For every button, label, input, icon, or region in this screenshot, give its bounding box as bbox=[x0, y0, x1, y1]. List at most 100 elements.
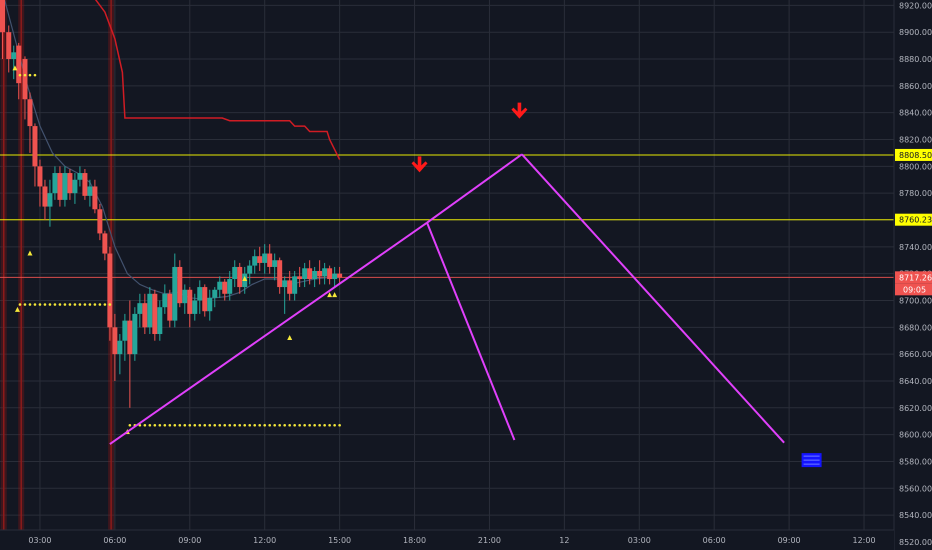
candle-body bbox=[192, 300, 198, 314]
support-dot bbox=[188, 423, 192, 427]
trendline[interactable] bbox=[426, 153, 523, 224]
candle-body bbox=[202, 287, 208, 312]
trail-stop-line bbox=[94, 0, 341, 160]
candle-body bbox=[222, 281, 228, 294]
up-triangle bbox=[242, 276, 248, 282]
support-dot bbox=[33, 303, 37, 306]
x-tick-label: 03:00 bbox=[628, 536, 651, 545]
x-tick-label: 12 bbox=[559, 536, 569, 545]
support-dot bbox=[163, 423, 167, 427]
y-tick-label: 8860.00 bbox=[899, 82, 932, 91]
trendline[interactable] bbox=[426, 222, 516, 441]
x-tick-label: 21:00 bbox=[478, 536, 501, 545]
horizontal-levels[interactable] bbox=[0, 154, 894, 278]
down-arrow-icon[interactable] bbox=[511, 102, 528, 119]
y-tick-label: 8560.00 bbox=[899, 484, 932, 493]
marker-pattern bbox=[803, 455, 820, 465]
support-dot bbox=[238, 423, 242, 427]
support-dot bbox=[278, 423, 281, 427]
support-dot bbox=[33, 73, 37, 77]
candle-body bbox=[122, 320, 128, 341]
support-dot bbox=[18, 73, 22, 77]
candle-body bbox=[52, 173, 58, 194]
support-dot bbox=[293, 423, 296, 427]
candle-body bbox=[102, 233, 108, 254]
candle-body bbox=[37, 166, 43, 187]
support-dot bbox=[283, 423, 286, 427]
candle-body bbox=[252, 256, 258, 266]
y-tick-label: 8540.00 bbox=[899, 511, 932, 520]
support-dot bbox=[228, 423, 232, 427]
support-dot bbox=[78, 303, 82, 306]
price-badge-label: 8808.50 bbox=[899, 151, 932, 160]
up-triangle bbox=[14, 306, 20, 312]
down-arrow-icon[interactable] bbox=[411, 156, 428, 173]
time-axis-bg bbox=[0, 530, 894, 550]
candle-body bbox=[27, 99, 33, 127]
support-dot bbox=[63, 303, 67, 306]
candle-body bbox=[182, 289, 188, 304]
support-dot bbox=[288, 423, 291, 427]
candle-body bbox=[277, 260, 283, 288]
support-dot bbox=[243, 423, 247, 427]
candle-body bbox=[217, 281, 223, 290]
y-tick-label: 8920.00 bbox=[899, 1, 932, 10]
trendlines[interactable] bbox=[109, 153, 785, 445]
trendline[interactable] bbox=[521, 153, 785, 444]
candle-body bbox=[107, 253, 113, 328]
support-dot bbox=[88, 303, 92, 306]
candle-body bbox=[162, 293, 168, 308]
support-dot bbox=[148, 423, 152, 427]
x-tick-label: 12:00 bbox=[853, 536, 876, 545]
support-dot bbox=[48, 303, 52, 306]
candle-body bbox=[197, 287, 203, 301]
trailing-stop bbox=[94, 0, 341, 160]
price-badge bbox=[895, 148, 932, 161]
support-dot bbox=[208, 423, 212, 427]
x-tick-label: 15:00 bbox=[328, 536, 351, 545]
candle-body bbox=[307, 268, 313, 280]
up-triangle bbox=[12, 65, 18, 71]
support-dots bbox=[18, 73, 341, 427]
support-dot bbox=[323, 423, 326, 427]
support-dot bbox=[23, 73, 27, 77]
up-triangle bbox=[287, 335, 293, 341]
candle-body bbox=[147, 293, 153, 328]
candle-body bbox=[97, 209, 103, 234]
y-tick-label: 8600.00 bbox=[899, 431, 932, 440]
y-tick-label: 8700.00 bbox=[899, 296, 932, 305]
down-arrows[interactable] bbox=[411, 102, 528, 173]
support-dot bbox=[168, 423, 172, 427]
candle-body bbox=[227, 279, 233, 294]
candle-body bbox=[302, 268, 308, 280]
candle-body bbox=[6, 32, 12, 60]
candle-body bbox=[47, 193, 53, 207]
support-dot bbox=[328, 423, 331, 427]
candle-body bbox=[22, 59, 28, 100]
support-dot bbox=[38, 303, 42, 306]
candle-body bbox=[152, 293, 158, 335]
up-triangle bbox=[27, 250, 33, 256]
support-dot bbox=[258, 423, 262, 427]
ema-line bbox=[4, 0, 340, 300]
countdown-label: 09:05 bbox=[903, 285, 926, 294]
countdown-badge bbox=[895, 283, 932, 296]
support-dot bbox=[263, 423, 267, 427]
support-dot bbox=[58, 303, 62, 306]
blue-marker[interactable] bbox=[801, 453, 822, 468]
up-triangle bbox=[327, 292, 333, 298]
candle-body bbox=[16, 45, 22, 84]
support-dot bbox=[23, 303, 27, 306]
candle-body bbox=[207, 297, 213, 312]
candle-body bbox=[292, 276, 298, 294]
x-tick-label: 06:00 bbox=[103, 536, 126, 545]
price-badge-label: 8760.23 bbox=[899, 216, 932, 225]
candle-body bbox=[297, 276, 303, 280]
time-axis[interactable]: 03:00 06:00 09:00 12:00 15:00 18:00 21:00 12 03:… bbox=[0, 529, 894, 550]
support-dot bbox=[18, 303, 22, 306]
support-dot bbox=[158, 423, 162, 427]
support-dot bbox=[108, 303, 112, 306]
y-tick-label: 8900.00 bbox=[899, 28, 932, 37]
trendline[interactable] bbox=[109, 221, 428, 445]
